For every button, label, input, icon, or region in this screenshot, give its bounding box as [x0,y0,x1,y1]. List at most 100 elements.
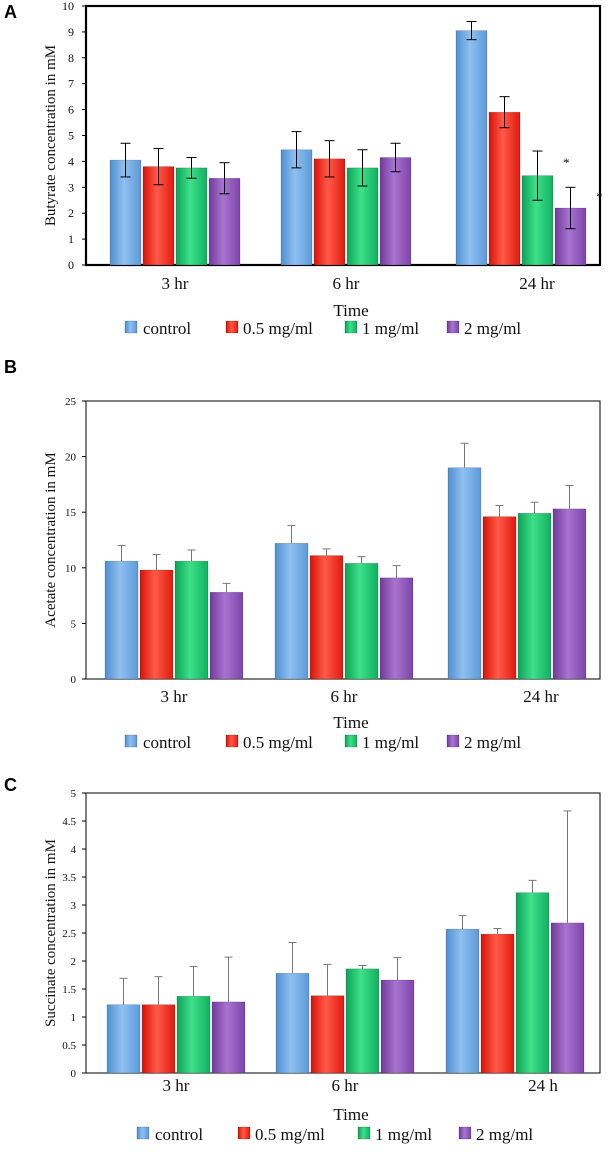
legend-label: 0.5 mg/ml [243,733,313,752]
x-tick-label: 6 hr [333,274,360,293]
chart-panel-B: B 0 5 10 15 20 25 Acetate concentration in mM 3 … [4,357,601,752]
legend: control 0.5 mg/ml 1 mg/ml 2 mg/ml [124,319,521,338]
legend-label: 0.5 mg/ml [243,319,313,338]
significance-star: * [563,155,570,170]
x-tick-label: 6 hr [331,687,358,706]
legend-swatch-1 [237,1126,251,1140]
bar-A-24hr-s0 [455,30,488,266]
legend: control 0.5 mg/ml 1 mg/ml 2 mg/ml [136,1125,533,1144]
bar-C-24h-s3 [550,922,585,1074]
bar-C-3hr-s0 [106,1004,141,1074]
y-axis-label: Acetate concentration in mM [43,452,59,627]
bar-A-6hr-s1 [313,158,346,266]
y-tick-label: 4 [71,844,77,856]
x-tick-label: 3 hr [162,274,189,293]
x-tick-label: 24 hr [523,687,559,706]
panel-label: B [4,357,17,377]
y-tick-label: 20 [65,452,77,464]
bar-B-3hr-s1 [139,569,174,680]
legend-label: control [143,733,191,752]
bar-C-24h-s0 [445,928,480,1074]
legend-label: control [143,319,191,338]
y-tick-label: 1 [71,1012,77,1024]
bar-C-6hr-s3 [380,979,415,1074]
bar-A-6hr-s0 [280,149,313,266]
bar-C-3hr-s3 [211,1001,246,1074]
bar-B-3hr-s3 [209,591,244,680]
legend-swatch-0 [124,734,138,748]
legend-swatch-0 [136,1126,150,1140]
significance-star: * [596,189,603,204]
bar-B-24hr-s3 [552,508,587,680]
bar-B-6hr-s3 [379,577,414,680]
y-tick-label: 3.5 [62,872,76,884]
bar-B-24hr-s0 [447,467,482,680]
y-axis-label: Butyrate concentration in mM [43,45,59,226]
x-tick-label: 24 hr [519,274,555,293]
x-tick-label: 6 hr [332,1076,359,1095]
bar-B-6hr-s2 [344,563,379,680]
legend-swatch-3 [446,320,460,334]
x-tick-label: 3 hr [163,1076,190,1095]
legend-label: 1 mg/ml [362,319,419,338]
legend-label: 2 mg/ml [476,1125,533,1144]
y-tick-label: 0 [71,674,77,686]
y-tick-label: 6 [68,103,74,117]
y-tick-label: 0 [71,1068,77,1080]
y-tick-label: 10 [65,563,77,575]
legend-swatch-3 [446,734,460,748]
legend-swatch-1 [225,320,239,334]
chart-panel-A: A 0 1 2 3 4 5 6 7 8 9 10 Butyrate concentration in m… [4,0,603,338]
bar-B-24hr-s2 [517,513,552,680]
bar-C-24h-s1 [480,933,515,1074]
y-tick-label: 1 [68,232,74,246]
y-axis-label: Succinate concentration in mM [43,839,59,1027]
bar-A-3hr-s2 [175,167,208,266]
bar-B-3hr-s0 [104,560,139,680]
y-tick-label: 5 [71,618,77,630]
bar-C-24h-s2 [515,892,550,1074]
bar-B-6hr-s0 [274,543,309,680]
y-tick-label: 4 [68,154,74,168]
y-tick-label: 2 [71,956,77,968]
legend-swatch-2 [344,320,358,334]
chart-panel-C: C 0 0.5 1 1.5 2 2.5 3 3.5 4 4.5 5 Succinate concentr… [4,775,601,1144]
y-tick-label: 2 [68,206,74,220]
y-tick-label: 1.5 [62,984,76,996]
legend-label: 1 mg/ml [375,1125,432,1144]
bar-C-6hr-s2 [345,968,380,1074]
y-tick-label: 5 [71,788,77,800]
panel-label: C [4,775,17,795]
legend-label: control [155,1125,203,1144]
legend-label: 0.5 mg/ml [255,1125,325,1144]
bar-A-3hr-s0 [109,159,142,266]
legend-label: 1 mg/ml [362,733,419,752]
y-tick-label: 15 [65,507,77,519]
y-tick-label: 10 [62,0,74,13]
panel-label: A [4,2,17,22]
legend-label: 2 mg/ml [464,733,521,752]
legend-swatch-1 [225,734,239,748]
y-tick-label: 3 [68,180,74,194]
bar-B-6hr-s1 [309,555,344,680]
legend-swatch-2 [357,1126,371,1140]
x-axis-label: Time [333,713,368,732]
y-tick-label: 25 [65,396,77,408]
x-axis-label: Time [333,301,368,320]
bar-B-24hr-s1 [482,516,517,680]
legend-swatch-2 [344,734,358,748]
y-tick-label: 3 [71,900,77,912]
y-tick-label: 0 [68,258,74,272]
bar-C-3hr-s2 [176,995,211,1074]
bar-B-3hr-s2 [174,560,209,680]
x-tick-label: 3 hr [161,687,188,706]
bar-A-24hr-s1 [488,111,521,266]
y-tick-label: 7 [68,77,74,91]
bar-C-3hr-s1 [141,1004,176,1074]
x-axis-label: Time [333,1105,368,1124]
legend: control 0.5 mg/ml 1 mg/ml 2 mg/ml [124,733,521,752]
bar-C-6hr-s0 [275,973,310,1074]
y-tick-label: 8 [68,51,74,65]
